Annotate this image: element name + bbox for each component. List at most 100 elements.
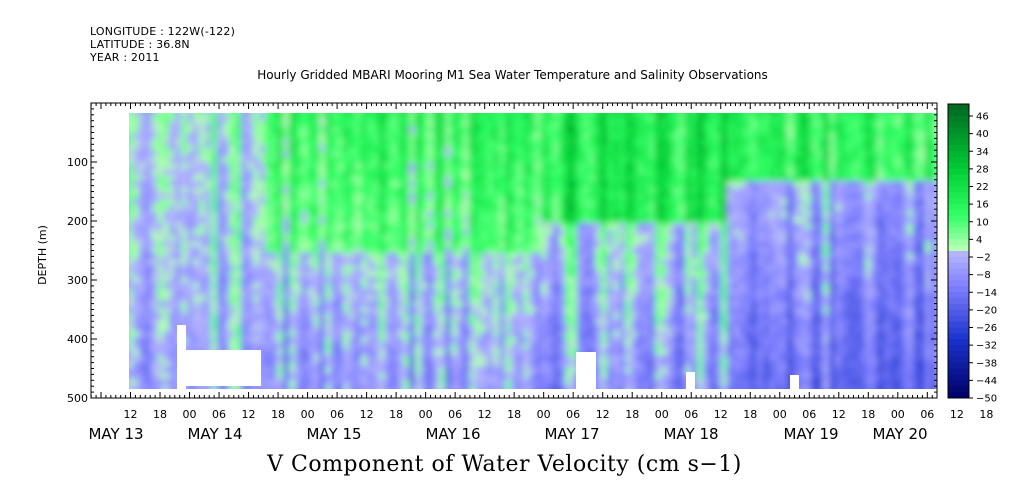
heatmap-cell xyxy=(463,127,470,134)
heatmap-cell xyxy=(385,379,392,386)
heatmap-cell xyxy=(505,175,512,182)
heatmap-cell xyxy=(685,271,692,278)
heatmap-cell xyxy=(589,193,596,200)
heatmap-cell xyxy=(265,229,272,236)
heatmap-cell xyxy=(685,193,692,200)
heatmap-cell xyxy=(679,277,686,284)
heatmap-cell xyxy=(451,319,458,326)
heatmap-cell xyxy=(283,313,290,320)
heatmap-cell xyxy=(169,193,176,200)
heatmap-cell xyxy=(331,247,338,254)
heatmap-cell xyxy=(679,307,686,314)
heatmap-cell xyxy=(157,151,164,158)
heatmap-cell xyxy=(409,385,416,392)
heatmap-cell xyxy=(511,265,518,272)
heatmap-cell xyxy=(487,379,494,386)
heatmap-cell xyxy=(163,133,170,140)
heatmap-cell xyxy=(571,247,578,254)
heatmap-cell xyxy=(313,211,320,218)
heatmap-cell xyxy=(289,163,296,170)
heatmap-cell xyxy=(649,289,656,296)
heatmap-cell xyxy=(229,199,236,206)
heatmap-cell xyxy=(403,121,410,128)
heatmap-cell xyxy=(415,295,422,302)
heatmap-cell xyxy=(355,115,362,122)
heatmap-cell xyxy=(601,313,608,320)
heatmap-cell xyxy=(667,379,674,386)
heatmap-cell xyxy=(193,163,200,170)
heatmap-cell xyxy=(655,331,662,338)
heatmap-cell xyxy=(577,307,584,314)
heatmap-cell xyxy=(493,247,500,254)
heatmap-cell xyxy=(145,199,152,206)
heatmap-cell xyxy=(397,241,404,248)
heatmap-cell xyxy=(379,127,386,134)
heatmap-cell xyxy=(151,157,158,164)
heatmap-cell xyxy=(661,331,668,338)
heatmap-cell xyxy=(631,337,638,344)
heatmap-cell xyxy=(457,313,464,320)
heatmap-cell xyxy=(301,235,308,242)
heatmap-cell xyxy=(355,271,362,278)
heatmap-cell xyxy=(655,199,662,206)
heatmap-cell xyxy=(523,145,530,152)
heatmap-cell xyxy=(349,373,356,380)
heatmap-cell xyxy=(373,289,380,296)
heatmap-cell xyxy=(199,205,206,212)
heatmap-cell xyxy=(169,181,176,188)
heatmap-cell xyxy=(529,253,536,260)
heatmap-cell xyxy=(643,283,650,290)
heatmap-cell xyxy=(421,181,428,188)
heatmap-cell xyxy=(187,319,194,326)
heatmap-cell xyxy=(331,349,338,356)
heatmap-cell xyxy=(259,205,266,212)
heatmap-cell xyxy=(151,355,158,362)
heatmap-cell xyxy=(631,283,638,290)
heatmap-cell xyxy=(451,211,458,218)
heatmap-cell xyxy=(223,187,230,194)
heatmap-cell xyxy=(253,337,260,344)
heatmap-cell xyxy=(595,175,602,182)
heatmap-cell xyxy=(439,313,446,320)
heatmap-cell xyxy=(469,343,476,350)
heatmap-cell xyxy=(439,241,446,248)
heatmap-cell xyxy=(673,271,680,278)
heatmap-cell xyxy=(601,217,608,224)
heatmap-cell xyxy=(301,157,308,164)
heatmap-cell xyxy=(145,385,152,392)
heatmap-cell xyxy=(355,211,362,218)
heatmap-cell xyxy=(595,229,602,236)
heatmap-cell xyxy=(361,325,368,332)
heatmap-cell xyxy=(325,157,332,164)
heatmap-cell xyxy=(403,163,410,170)
heatmap-cell xyxy=(283,343,290,350)
heatmap-cell xyxy=(553,319,560,326)
heatmap-cell xyxy=(391,157,398,164)
heatmap-cell xyxy=(229,205,236,212)
heatmap-cell xyxy=(349,151,356,158)
heatmap-cell xyxy=(175,121,182,128)
heatmap-cell xyxy=(367,163,374,170)
heatmap-cell xyxy=(277,271,284,278)
heatmap-cell xyxy=(583,265,590,272)
heatmap-cell xyxy=(247,325,254,332)
heatmap-cell xyxy=(511,115,518,122)
heatmap-cell xyxy=(181,133,188,140)
heatmap-cell xyxy=(223,145,230,152)
heatmap-cell xyxy=(493,145,500,152)
heatmap-cell xyxy=(415,115,422,122)
heatmap-cell xyxy=(295,349,302,356)
heatmap-cell xyxy=(247,253,254,260)
heatmap-cell xyxy=(337,379,344,386)
heatmap-cell xyxy=(235,259,242,266)
heatmap-cell xyxy=(169,271,176,278)
heatmap-cell xyxy=(541,211,548,218)
heatmap-cell xyxy=(391,139,398,146)
heatmap-cell xyxy=(511,199,518,206)
heatmap-cell xyxy=(517,343,524,350)
heatmap-cell xyxy=(331,139,338,146)
heatmap-cell xyxy=(253,121,260,128)
heatmap-cell xyxy=(163,313,170,320)
heatmap-cell xyxy=(637,235,644,242)
heatmap-cell xyxy=(523,283,530,290)
